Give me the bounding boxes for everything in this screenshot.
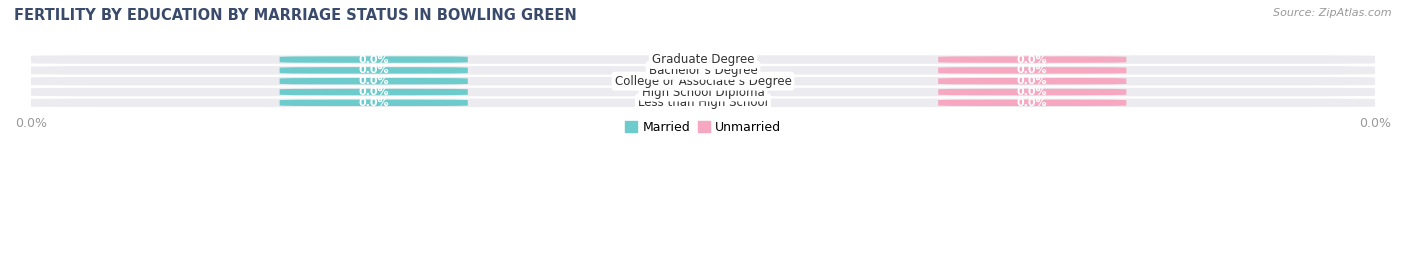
Text: 0.0%: 0.0% <box>359 98 389 108</box>
FancyBboxPatch shape <box>280 78 468 84</box>
Text: 0.0%: 0.0% <box>1017 55 1047 65</box>
Text: 0.0%: 0.0% <box>359 65 389 75</box>
Text: 0.0%: 0.0% <box>359 87 389 97</box>
FancyBboxPatch shape <box>938 100 1126 106</box>
Text: Source: ZipAtlas.com: Source: ZipAtlas.com <box>1274 8 1392 18</box>
Text: 0.0%: 0.0% <box>359 55 389 65</box>
Text: High School Diploma: High School Diploma <box>641 85 765 99</box>
Legend: Married, Unmarried: Married, Unmarried <box>620 116 786 139</box>
Text: FERTILITY BY EDUCATION BY MARRIAGE STATUS IN BOWLING GREEN: FERTILITY BY EDUCATION BY MARRIAGE STATU… <box>14 8 576 23</box>
Text: Graduate Degree: Graduate Degree <box>652 53 754 66</box>
FancyBboxPatch shape <box>31 66 1375 75</box>
FancyBboxPatch shape <box>31 99 1375 107</box>
FancyBboxPatch shape <box>938 67 1126 73</box>
FancyBboxPatch shape <box>31 77 1375 85</box>
FancyBboxPatch shape <box>938 78 1126 84</box>
Text: Bachelor’s Degree: Bachelor’s Degree <box>648 64 758 77</box>
Text: 0.0%: 0.0% <box>1017 76 1047 86</box>
FancyBboxPatch shape <box>280 67 468 73</box>
FancyBboxPatch shape <box>280 100 468 106</box>
Text: 0.0%: 0.0% <box>1017 98 1047 108</box>
FancyBboxPatch shape <box>280 56 468 63</box>
FancyBboxPatch shape <box>31 88 1375 96</box>
Text: 0.0%: 0.0% <box>1017 65 1047 75</box>
FancyBboxPatch shape <box>31 55 1375 64</box>
FancyBboxPatch shape <box>938 56 1126 63</box>
FancyBboxPatch shape <box>938 89 1126 95</box>
Text: Less than High School: Less than High School <box>638 96 768 109</box>
Text: College or Associate’s Degree: College or Associate’s Degree <box>614 75 792 88</box>
Text: 0.0%: 0.0% <box>359 76 389 86</box>
FancyBboxPatch shape <box>280 89 468 95</box>
Text: 0.0%: 0.0% <box>1017 87 1047 97</box>
